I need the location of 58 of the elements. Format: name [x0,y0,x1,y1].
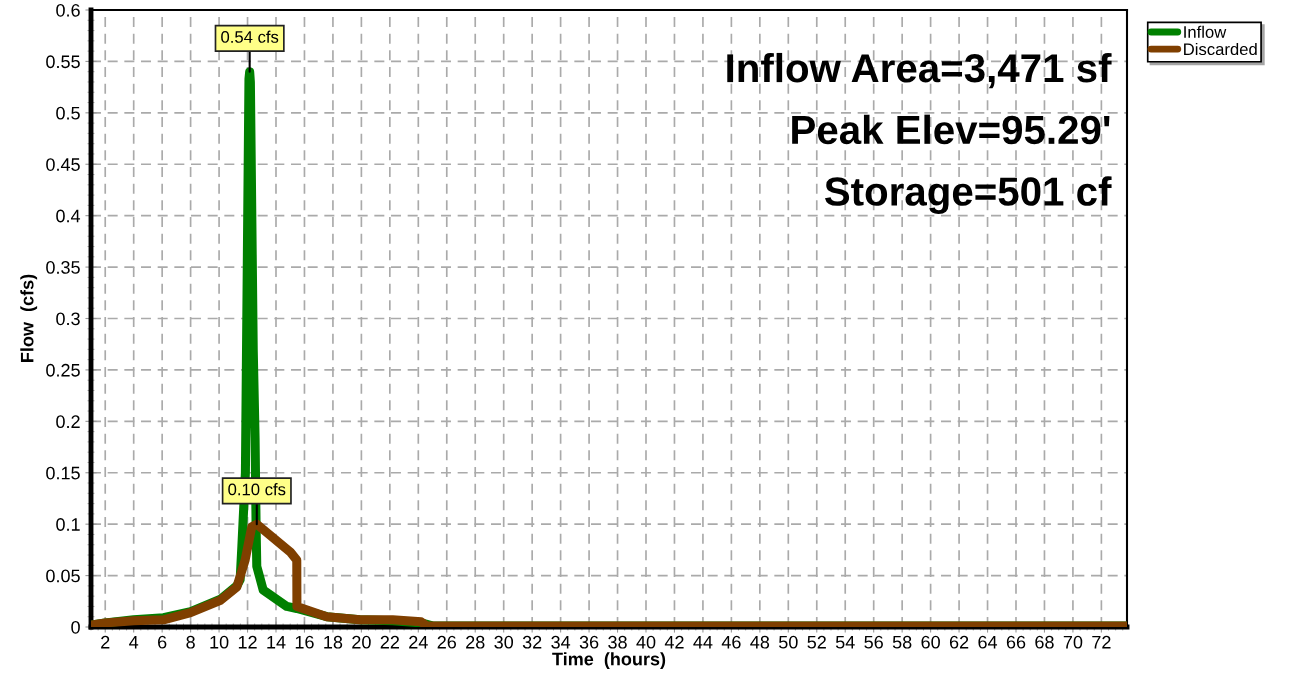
y-tick-label: 0.55 [46,55,80,69]
legend-label: Inflow [1184,25,1227,38]
x-tick-label: 40 [636,635,656,649]
y-tick-label: 0.15 [46,466,80,480]
x-tick-label: 6 [158,635,167,649]
x-tick-label: 14 [267,636,286,649]
annotation: 0.54 cfs [221,30,279,43]
x-tick-label: 20 [352,635,371,649]
x-tick-label: 34 [551,635,571,649]
legend-label: Discarded [1184,42,1257,56]
x-tick-label: 66 [1006,635,1026,649]
y-tick-label: 0.3 [56,312,80,326]
x-tick-label: 68 [1035,635,1054,649]
x-tick-label: 58 [892,635,912,649]
y-tick-label: 0.45 [46,158,80,171]
x-tick-label: 70 [1063,635,1083,649]
x-tick-label: 54 [835,636,855,649]
x-tick-label: 46 [721,635,741,649]
y-tick-label: 0.4 [56,209,81,223]
x-tick-label: 16 [295,635,314,649]
x-tick-label: 12 [238,635,257,649]
x-tick-label: 44 [693,636,713,649]
x-tick-label: 62 [949,635,969,649]
x-tick-label: 30 [494,635,514,649]
y-axis-title: Flow (cfs) [20,274,38,362]
annotation: Peak Elev=95.29' [792,114,1110,145]
x-tick-label: 38 [608,635,627,649]
x-tick-label: 42 [664,635,684,649]
annotation: Storage=501 cf [824,176,1112,214]
x-tick-label: 52 [807,635,826,649]
x-tick-label: 48 [750,635,770,649]
x-tick-label: 8 [186,635,195,649]
annotation: 0.10 cfs [228,483,286,496]
y-tick-label: 0.1 [56,518,80,531]
y-tick-label: 0.5 [56,106,80,120]
y-tick-label: 0.35 [46,261,80,274]
x-tick-label: 28 [466,635,485,649]
x-tick-label: 18 [324,635,343,649]
x-tick-label: 36 [579,635,599,649]
x-tick-label: 64 [978,635,998,649]
y-tick-label: 0.05 [46,569,80,583]
y-tick-label: 0 [71,620,80,634]
x-tick-label: 26 [437,635,457,649]
x-tick-label: 22 [380,635,399,649]
y-tick-label: 0.6 [56,3,80,17]
y-tick-label: 0.2 [56,415,80,429]
x-tick-label: 32 [522,635,542,649]
x-tick-label: 72 [1092,635,1111,649]
x-tick-label: 2 [101,635,110,649]
x-tick-label: 56 [864,635,883,649]
annotation: Inflow Area=3,471 sf [727,52,1112,89]
x-axis-title: Time (hours) [552,652,666,669]
x-tick-label: 4 [129,636,139,649]
x-tick-label: 24 [409,635,428,649]
x-tick-label: 60 [921,635,940,649]
x-tick-label: 10 [210,635,229,649]
y-tick-label: 0.25 [46,363,80,377]
x-tick-label: 50 [778,635,798,649]
